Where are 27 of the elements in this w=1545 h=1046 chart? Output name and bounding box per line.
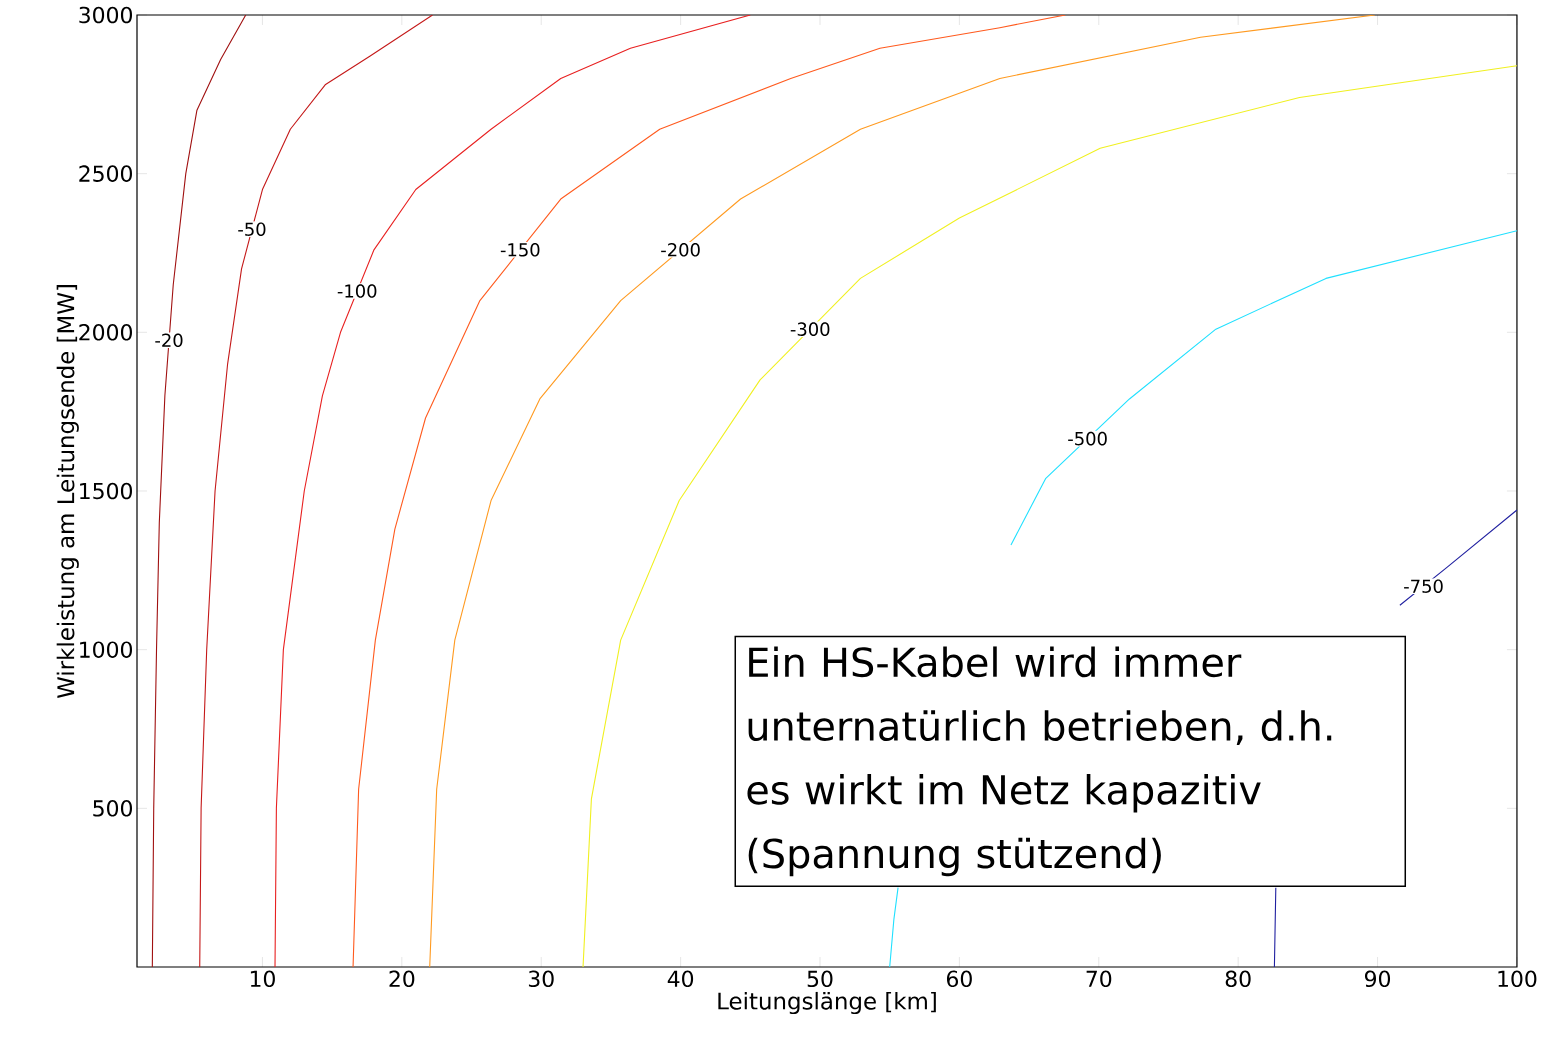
series-label: -20 — [155, 333, 183, 348]
x-tick-label: 20 — [389, 970, 415, 988]
x-tick-label: 30 — [528, 970, 554, 988]
series-label: -750 — [1404, 579, 1443, 593]
x-tick-label: 50 — [807, 970, 833, 988]
annotation: Ein HS-Kabel wird immer unternatürlich betrieben, d.h. es wirkt im Netz kapazitiv (Spannung stützend) — [747, 646, 1332, 877]
x-tick-label: 70 — [1086, 970, 1112, 988]
y-axis-title: Wirkleistung am Leitungsende [MW] — [56, 285, 79, 699]
y-tick-label: 3000 — [79, 6, 132, 24]
y-tick-label: 1500 — [80, 482, 132, 500]
y-tick-label: 2000 — [79, 324, 132, 341]
x-tick-label: 90 — [1364, 970, 1391, 988]
x-axis-title: Leitungslänge [km] — [718, 991, 936, 1015]
y-tick-label: 500 — [93, 800, 133, 817]
series-label: -100 — [337, 284, 377, 298]
y-tick-label: 1000 — [80, 641, 132, 658]
x-tick-label: 10 — [250, 970, 275, 988]
x-tick-label: 40 — [667, 970, 694, 988]
x-tick-label: 80 — [1225, 970, 1251, 988]
x-tick-label: 100 — [1498, 970, 1537, 988]
series-label: -50 — [238, 222, 266, 236]
series-label: -200 — [661, 243, 700, 257]
series-label: -150 — [500, 243, 540, 257]
y-tick-label: 2500 — [79, 165, 132, 182]
series-label: -300 — [790, 322, 830, 336]
series-label: -500 — [1068, 431, 1107, 446]
x-tick-label: 60 — [946, 970, 972, 988]
